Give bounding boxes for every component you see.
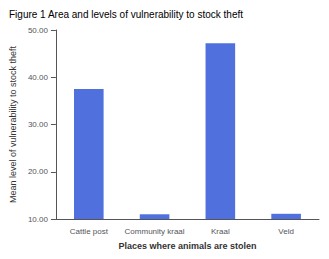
svg-text:Places where animals are stole: Places where animals are stolen [118,241,256,251]
svg-text:Figure 1 Area and levels of vu: Figure 1 Area and levels of vulnerabilit… [9,9,243,20]
svg-text:10.00: 10.00 [28,215,49,224]
svg-text:40.00: 40.00 [28,73,49,82]
svg-text:Cattle post: Cattle post [70,227,109,236]
svg-text:Veld: Veld [278,227,294,236]
svg-text:50.00: 50.00 [28,26,49,35]
svg-text:Mean level of vulnerability to: Mean level of vulnerability to stock the… [8,45,18,203]
svg-text:Kraal: Kraal [211,227,230,236]
svg-text:30.00: 30.00 [28,120,49,129]
svg-text:20.00: 20.00 [28,167,49,176]
svg-text:Community kraal: Community kraal [125,227,185,236]
